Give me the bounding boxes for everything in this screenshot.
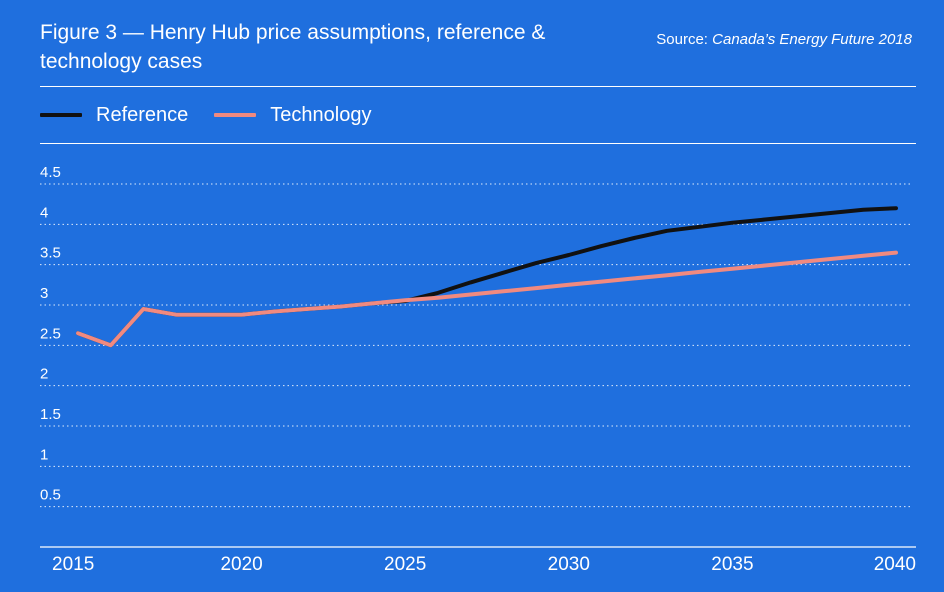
legend-label-technology: Technology bbox=[270, 103, 372, 126]
source-name: Canada’s Energy Future 2018 bbox=[712, 31, 912, 48]
header-divider bbox=[40, 86, 916, 87]
legend-item-technology: Technology bbox=[214, 104, 371, 127]
x-tick-label: 2015 bbox=[52, 554, 94, 575]
legend-item-reference: Reference bbox=[40, 104, 188, 127]
chart-title: Figure 3 — Henry Hub price assumptions, … bbox=[40, 21, 546, 73]
legend-swatch-technology bbox=[214, 113, 257, 117]
source-prefix: Source: bbox=[656, 31, 713, 48]
y-tick-label: 3.5 bbox=[40, 245, 61, 262]
x-tick-label: 2025 bbox=[384, 554, 426, 575]
x-tick-label: 2020 bbox=[220, 554, 262, 575]
y-tick-label: 2 bbox=[40, 366, 48, 383]
y-tick-label: 0.5 bbox=[40, 487, 61, 504]
x-tick-label: 2030 bbox=[548, 554, 590, 575]
x-tick-label: 2040 bbox=[874, 554, 916, 575]
source-note: Source: Canada’s Energy Future 2018 bbox=[652, 30, 912, 49]
y-tick-label: 2.5 bbox=[40, 325, 61, 342]
y-tick-label: 3 bbox=[40, 285, 48, 302]
y-tick-label: 1 bbox=[40, 446, 48, 463]
y-tick-label: 4 bbox=[40, 204, 48, 221]
y-tick-label: 4.5 bbox=[40, 164, 61, 181]
legend-label-reference: Reference bbox=[96, 103, 189, 126]
y-tick-label: 1.5 bbox=[40, 406, 61, 423]
legend-swatch-reference bbox=[40, 113, 82, 117]
legend-divider bbox=[40, 143, 916, 144]
chart-legend: Reference Technology bbox=[40, 100, 371, 130]
series-line-technology bbox=[76, 250, 898, 348]
x-tick-label: 2035 bbox=[711, 554, 753, 575]
series-line-reference bbox=[76, 206, 898, 348]
